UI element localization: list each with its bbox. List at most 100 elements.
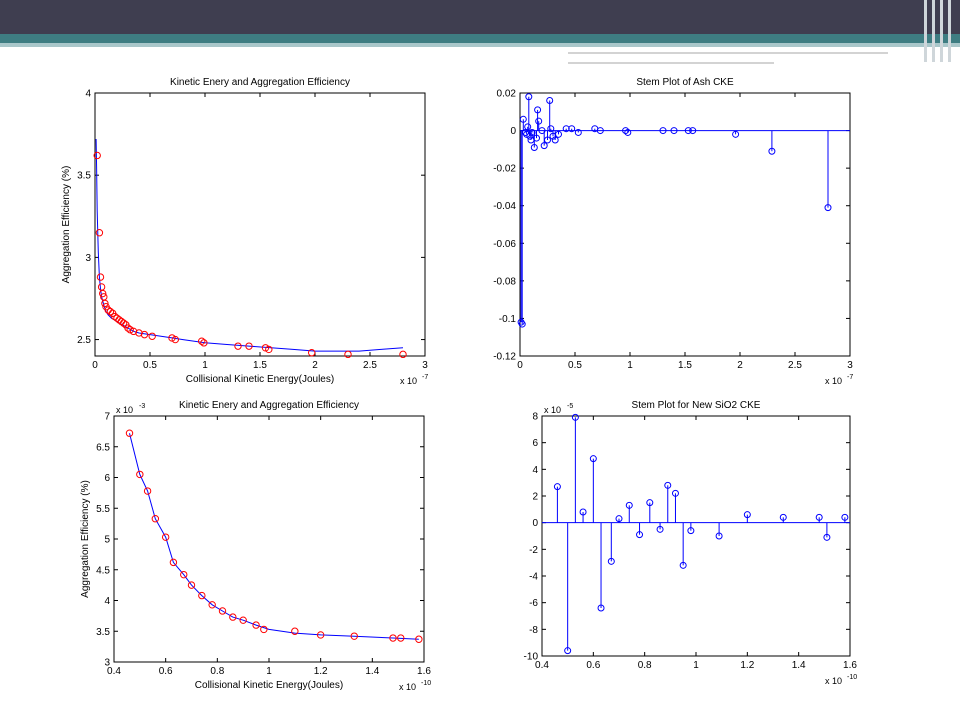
y-tick-label: 2 — [532, 492, 538, 503]
data-point — [265, 345, 273, 354]
x-tick-label: 0.6 — [586, 660, 600, 671]
data-point — [200, 339, 208, 347]
data-point — [151, 515, 160, 523]
data-point — [260, 625, 268, 634]
x-tick-label: 2 — [312, 360, 318, 371]
chart-stem-ash-cke: 0 0.5 1 1.5 2 2.5 3 -0.12 -0.1 -0.08 -0.06 -0.04 -0.… — [493, 77, 853, 386]
plot-area — [541, 415, 851, 657]
plot-area — [94, 92, 426, 357]
y-axis-multiplier: x 10 — [116, 405, 133, 415]
stem-marker — [518, 320, 526, 328]
data-point — [140, 330, 149, 339]
x-tick-label: 0 — [517, 360, 523, 371]
slide-divider-line — [568, 52, 888, 54]
data-point — [397, 634, 405, 642]
x-tick-label: 1.5 — [253, 360, 267, 371]
stem-marker — [551, 136, 559, 144]
y-tick-label: 3.5 — [96, 627, 110, 638]
stem-marker — [743, 511, 751, 519]
data-point — [239, 616, 247, 624]
stem-marker — [615, 515, 623, 523]
x-axis-exponent: -7 — [847, 374, 853, 381]
data-point — [399, 350, 407, 359]
stem-marker — [525, 93, 533, 101]
data-point — [169, 558, 178, 567]
y-tick-label: -6 — [529, 598, 538, 609]
x-axis-exponent: -10 — [421, 680, 431, 687]
data-point — [143, 487, 152, 495]
stem-marker — [540, 142, 548, 150]
slide-corner-decoration — [920, 0, 960, 62]
data-point — [350, 632, 358, 640]
x-tick-label: 1.6 — [843, 660, 857, 671]
plot-area — [519, 92, 851, 357]
y-tick-label: 5 — [104, 535, 110, 546]
chart-stem-sio2-cke: 0.4 0.6 0.8 1 1.2 1.4 1.6 -10 -8 -6 -4 -2 0 2 4 6 8 Stem … — [524, 400, 858, 686]
data-point — [208, 601, 216, 609]
stem-marker — [715, 532, 723, 540]
y-tick-label: 4 — [532, 465, 538, 476]
stem-marker — [555, 130, 562, 138]
y-tick-label: -0.1 — [499, 314, 517, 325]
y-tick-label: -0.04 — [493, 201, 516, 212]
data-point — [124, 324, 132, 332]
data-point — [171, 335, 180, 344]
data-point — [229, 613, 237, 621]
data-point — [308, 349, 316, 357]
slide-divider-line — [568, 62, 774, 64]
y-tick-label: -4 — [529, 572, 538, 583]
y-tick-label: 7 — [104, 412, 110, 423]
x-tick-label: 2 — [737, 360, 743, 371]
stem-marker — [538, 127, 546, 135]
stem-marker — [684, 127, 692, 135]
stem-marker — [528, 128, 536, 136]
x-tick-label: 1.2 — [314, 666, 328, 677]
stem-marker — [841, 513, 849, 521]
y-tick-label: 6 — [532, 438, 538, 449]
x-axis-label: Collisional Kinetic Energy(Joules) — [186, 374, 334, 385]
data-point — [99, 289, 107, 298]
data-point — [180, 570, 188, 579]
y-tick-label: -0.06 — [493, 239, 516, 250]
x-axis-exponent: -10 — [847, 674, 857, 681]
stem-marker — [596, 127, 604, 135]
y-tick-label: 3 — [104, 658, 110, 669]
stem-marker — [824, 204, 832, 212]
y-axis-label: Aggregation Efficiency (%) — [61, 166, 72, 284]
stem-marker — [622, 127, 630, 135]
stem-marker — [534, 106, 542, 114]
stem-marker — [519, 115, 527, 123]
data-point — [344, 350, 352, 359]
x-axis-multiplier: x 10 — [825, 676, 842, 686]
y-tick-label: 0 — [510, 126, 516, 137]
data-point — [218, 607, 227, 615]
stem-marker — [533, 134, 540, 142]
y-tick-label: 4 — [85, 89, 91, 100]
x-tick-label: 0.8 — [210, 666, 224, 677]
stem-marker — [589, 455, 597, 463]
x-axis-exponent: -7 — [422, 374, 428, 381]
y-tick-label: -10 — [524, 652, 539, 663]
slide-accent-stripe-light — [0, 43, 960, 47]
stem-marker — [689, 127, 697, 135]
x-tick-label: 1.2 — [740, 660, 754, 671]
x-tick-label: 2.5 — [363, 360, 377, 371]
stem-marker — [568, 125, 576, 133]
stem-marker — [624, 128, 632, 136]
data-point — [291, 627, 299, 635]
y-tick-label: 0.02 — [497, 89, 517, 100]
data-point — [148, 332, 156, 340]
data-point — [129, 327, 138, 336]
y-axis-exponent: -5 — [567, 403, 573, 410]
y-axis-label: Aggregation Efficiency (%) — [80, 480, 91, 598]
x-tick-label: 1 — [202, 360, 208, 371]
data-point — [415, 635, 423, 643]
slide-header-bar — [0, 0, 960, 34]
data-point — [389, 634, 397, 642]
stem-marker — [670, 127, 678, 135]
y-tick-label: 4 — [104, 596, 110, 607]
y-tick-label: -0.02 — [493, 164, 516, 175]
data-point — [316, 631, 325, 639]
chart-title: Kinetic Enery and Aggregation Efficiency — [179, 400, 359, 411]
y-tick-label: 4.5 — [96, 565, 110, 576]
